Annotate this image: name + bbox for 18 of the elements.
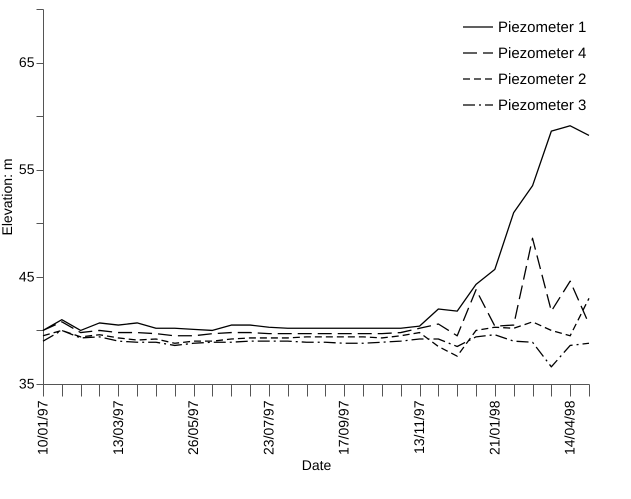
y-tick-label: 65 [18,54,35,70]
legend-label: Piezometer 1 [498,19,586,36]
x-tick-label: 14/04/98 [562,400,578,455]
x-tick-label: 13/03/97 [110,400,126,455]
legend-label: Piezometer 3 [498,97,586,114]
x-tick-label: 17/09/97 [336,400,352,455]
x-tick-label: 26/05/97 [185,400,202,455]
y-axis-title: Elevation: m [0,158,15,236]
y-tick-label: 35 [18,376,35,392]
y-tick-label: 45 [18,268,35,284]
x-tick-label: 23/07/97 [260,400,276,455]
x-tick-label: 21/01/98 [486,400,502,455]
legend-label: Piezometer 2 [498,71,586,88]
x-tick-label: 13/11/97 [411,400,428,454]
y-tick-label: 55 [18,161,35,178]
x-tick-label: 10/01/97 [34,400,50,455]
legend-label: Piezometer 4 [498,45,586,62]
x-axis-title: Date [302,456,332,473]
